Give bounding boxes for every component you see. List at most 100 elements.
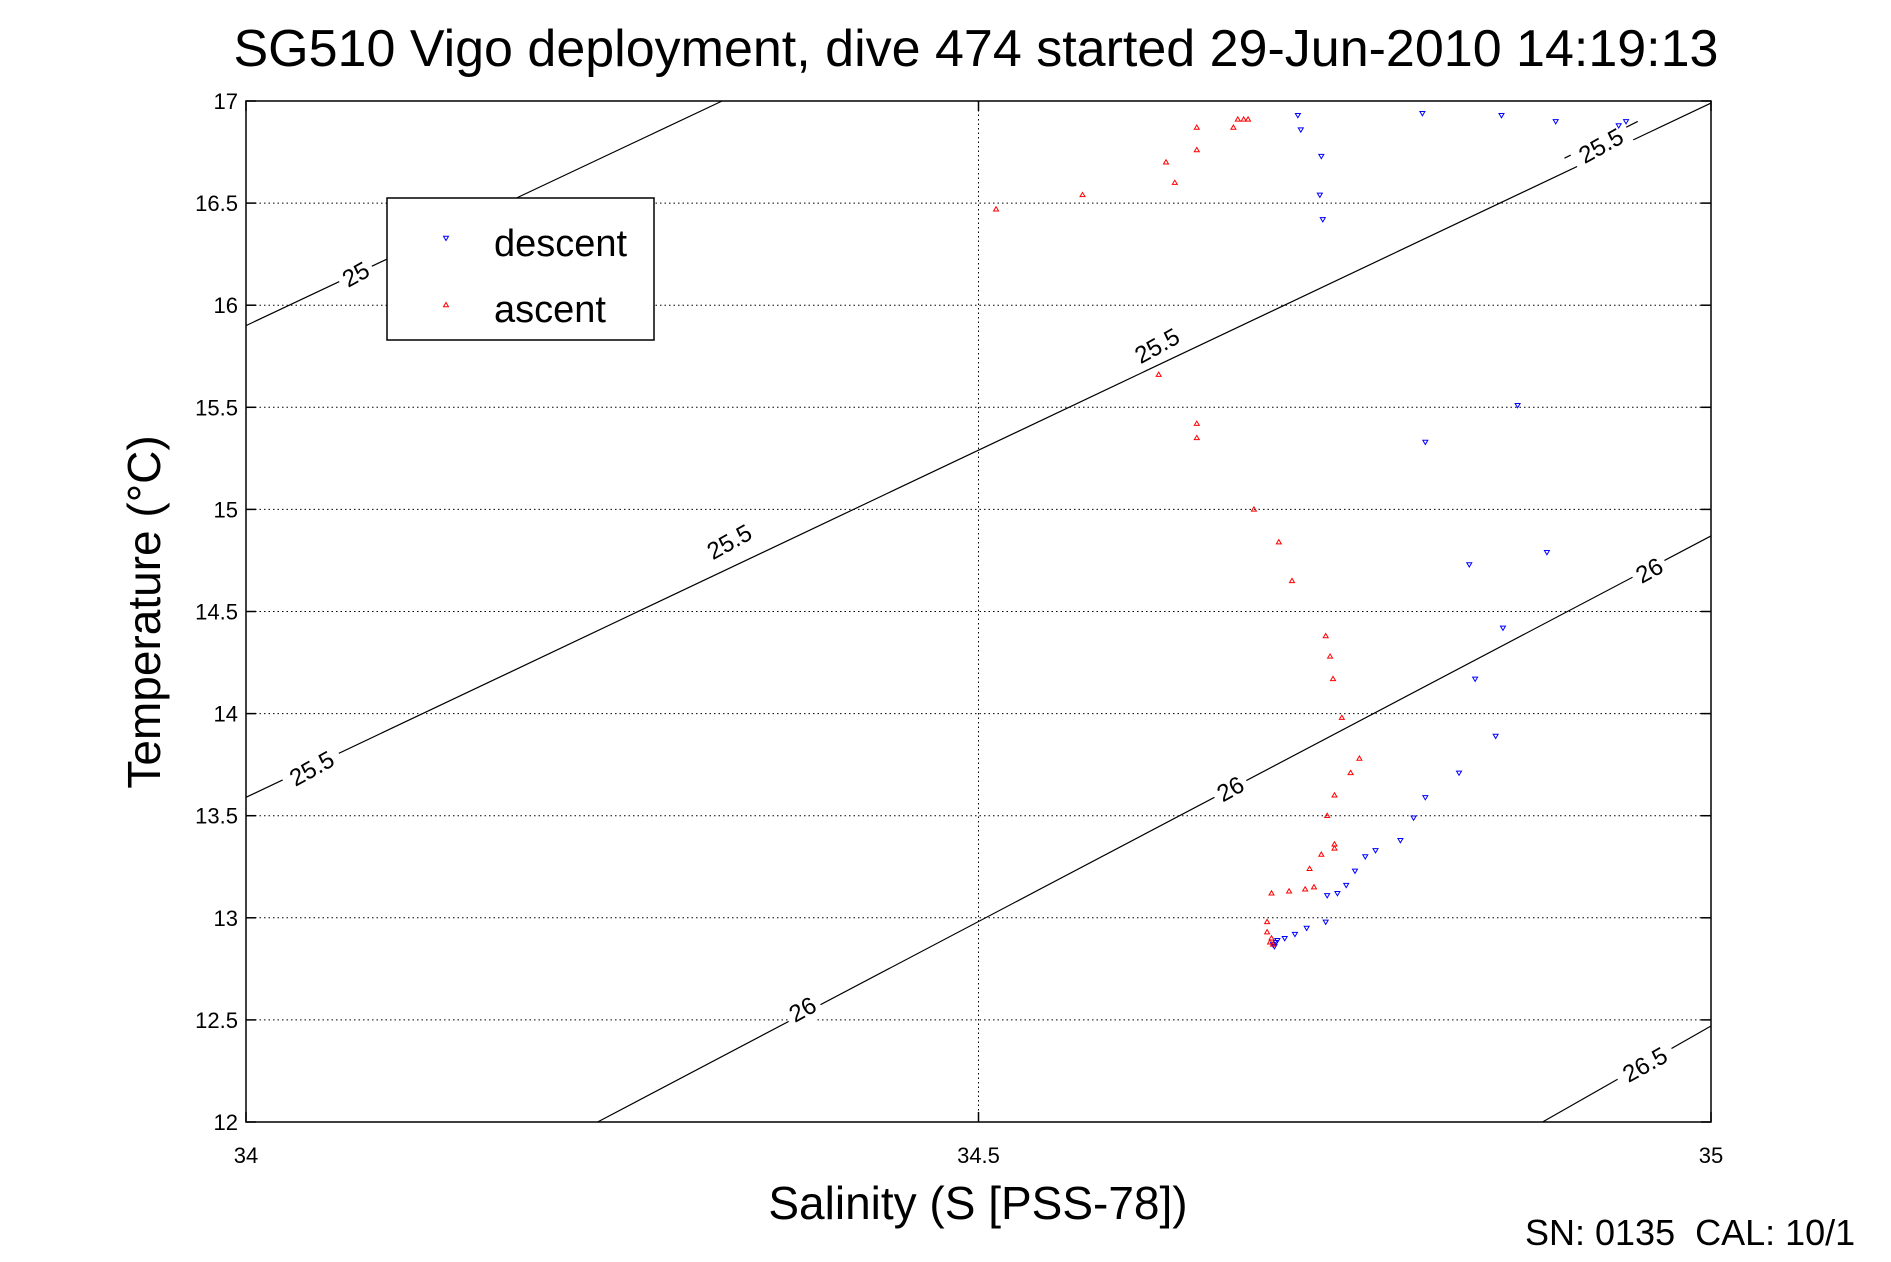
ascent-point	[1162, 158, 1170, 165]
contour-label-bg	[1566, 117, 1636, 175]
y-tick-label: 12	[214, 1110, 238, 1135]
x-tick-label: 34	[234, 1143, 258, 1168]
descent-point	[1294, 113, 1302, 119]
contour-label-bg	[277, 740, 347, 797]
legend-label-descent: descent	[494, 223, 628, 265]
y-tick-label: 15	[214, 497, 238, 522]
axis-ticks: 34 34.5 35 12 12.5 13 13.5 14 14.5 15 15.5 16 16.5 17	[195, 89, 1723, 1168]
descent-point	[1552, 119, 1560, 125]
y-tick-label: 17	[214, 89, 238, 114]
ascent-point	[1263, 928, 1271, 935]
descent-point	[1514, 403, 1521, 409]
ascent-point	[1301, 885, 1309, 892]
legend: descent ascent	[386, 197, 655, 341]
descent-point	[1351, 868, 1359, 875]
y-tick-label: 14.5	[195, 600, 238, 625]
ascent-point	[1266, 938, 1274, 945]
x-tick-label: 35	[1699, 1143, 1723, 1168]
density-contour-3	[597, 535, 1712, 1123]
ascent-point	[1317, 851, 1325, 857]
ascent-point	[1230, 124, 1237, 130]
descent-point	[1471, 676, 1479, 683]
contour-label-bg	[1610, 1036, 1680, 1093]
ascent-point	[1285, 887, 1293, 894]
ascent-point	[1323, 812, 1331, 818]
ascent-point	[1310, 883, 1318, 890]
descent-point	[1319, 217, 1327, 223]
y-tick-label: 12.5	[195, 1008, 238, 1033]
contour-label-bg	[1122, 317, 1192, 375]
descent-point	[1297, 127, 1305, 134]
descent-point	[1323, 893, 1331, 899]
descent-point	[1322, 919, 1330, 926]
ascent-point	[992, 205, 1000, 212]
legend-label-ascent: ascent	[494, 289, 606, 331]
ascent-point	[1275, 538, 1283, 545]
y-tick-label: 16.5	[195, 191, 238, 216]
descent-point	[1465, 562, 1473, 569]
descent-point	[1492, 733, 1500, 740]
x-tick-label: 34.5	[957, 1143, 1000, 1168]
ascent-point	[1193, 420, 1201, 426]
descent-point	[1334, 891, 1341, 897]
ascent-point	[1268, 934, 1275, 941]
descent-point	[1342, 882, 1350, 889]
contour-label-bg	[779, 987, 826, 1032]
descent-point	[1543, 550, 1551, 556]
ascent-point	[1240, 115, 1248, 122]
descent-point	[1281, 935, 1289, 942]
y-tick-label: 15.5	[195, 395, 238, 420]
legend-box	[386, 197, 655, 341]
descent-point	[1316, 192, 1324, 199]
ascent-point	[1329, 675, 1337, 682]
y-tick-label: 13.5	[195, 804, 238, 829]
ascent-point	[1331, 791, 1338, 798]
ascent-point	[1269, 940, 1277, 947]
footer-serial-calibration: SN: 0135 CAL: 10/1	[1525, 1212, 1855, 1253]
descent-point	[1499, 625, 1507, 632]
ascent-point	[1263, 918, 1271, 925]
ascent-point	[1193, 146, 1201, 153]
ascent-point	[1347, 769, 1354, 776]
ascent-point	[1338, 714, 1346, 720]
y-tick-label: 13	[214, 906, 238, 931]
descent-point	[1498, 113, 1505, 119]
ascent-point	[1322, 632, 1330, 639]
descent-point	[1615, 123, 1623, 129]
ascent-point	[1155, 371, 1163, 377]
descent-point	[1421, 795, 1429, 801]
chart-title: SG510 Vigo deployment, dive 474 started …	[234, 20, 1719, 78]
ascent-point	[1244, 115, 1252, 122]
descent-point	[1397, 837, 1404, 844]
ascent-point	[1356, 755, 1363, 761]
y-tick-label: 14	[214, 702, 238, 727]
descent-point	[1317, 153, 1325, 160]
contour-label-bg	[1626, 548, 1673, 593]
y-axis-label: Temperature (°C)	[118, 435, 170, 788]
ascent-point	[1268, 889, 1275, 896]
legend-marker-ascent	[442, 301, 450, 308]
ascent-point	[1306, 865, 1313, 872]
ascent-point	[1288, 577, 1296, 584]
descent-point	[1419, 111, 1426, 117]
x-axis-label: Salinity (S [PSS-78])	[768, 1177, 1187, 1229]
descent-point	[1361, 854, 1369, 861]
density-contour-1	[245, 102, 1712, 798]
ascent-point	[1193, 434, 1201, 441]
descent-point	[1421, 439, 1429, 446]
data-markers	[992, 111, 1630, 950]
ascent-point	[1234, 115, 1242, 122]
ascent-point	[1079, 191, 1086, 198]
legend-marker-descent	[442, 235, 450, 242]
descent-point	[1455, 770, 1463, 777]
ascent-point	[1193, 124, 1201, 130]
descent-point	[1303, 925, 1311, 932]
contour-label-bg	[332, 252, 379, 297]
ascent-point	[1250, 505, 1258, 512]
ascent-point	[1331, 844, 1338, 851]
y-tick-label: 16	[214, 293, 238, 318]
ascent-point	[1326, 652, 1334, 659]
descent-point	[1410, 815, 1417, 822]
